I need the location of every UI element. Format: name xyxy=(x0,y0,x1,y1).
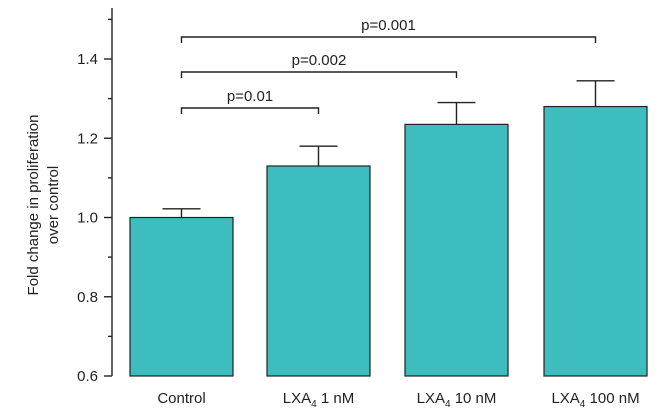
bar xyxy=(266,165,371,377)
bar xyxy=(404,123,509,377)
y-tick-label: 1.4 xyxy=(77,51,98,68)
y-tick-label: 1.0 xyxy=(77,210,98,227)
x-tick-label: LXA4 1 nM xyxy=(283,390,354,410)
p-value-label: p=0.002 xyxy=(292,52,347,69)
plot-area: 0.6 0.8 1.0 1.2 1.4 Control LXA4 1 nM LXA4 10 n… xyxy=(77,8,648,410)
p-value-label: p=0.001 xyxy=(361,17,416,34)
y-axis-label-line2: over control xyxy=(45,166,62,244)
y-axis-label-line1: Fold change in proliferation xyxy=(25,115,42,296)
p-value-label: p=0.01 xyxy=(227,88,273,105)
significance-bracket xyxy=(180,36,597,43)
y-tick-label: 0.8 xyxy=(77,289,98,306)
y-tick-label: 1.2 xyxy=(77,130,98,147)
bar xyxy=(543,105,648,377)
x-tick-label: LXA4 100 nM xyxy=(551,390,639,410)
significance-bracket xyxy=(180,107,320,114)
x-tick-label: Control xyxy=(157,390,205,407)
x-tick-label: LXA4 10 nM xyxy=(417,390,497,410)
y-tick-label: 0.6 xyxy=(77,368,98,385)
significance-bracket xyxy=(180,71,458,78)
bar xyxy=(129,216,234,377)
